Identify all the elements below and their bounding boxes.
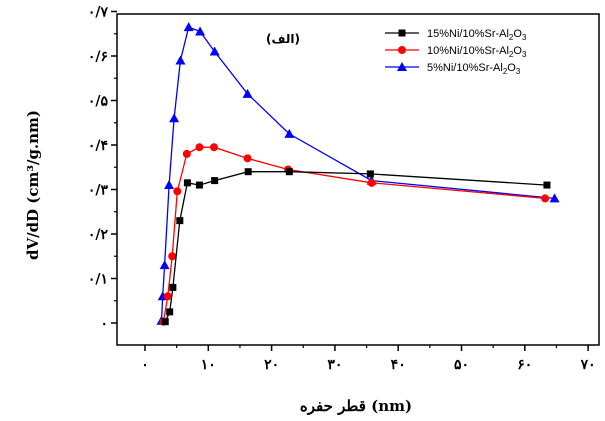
- x-tick-label: ۷۰: [580, 357, 596, 373]
- x-axis: ۰ ۱۰ ۲۰ ۳۰ ۴۰ ۵۰ ۶۰ ۷۰: [141, 345, 596, 373]
- legend-text-part: O: [513, 28, 522, 40]
- x-tick-label: ۶۰: [517, 357, 532, 373]
- data-point: [209, 143, 218, 152]
- data-point: [173, 187, 182, 196]
- series-layer: [156, 22, 560, 326]
- legend-subscript: 3: [522, 33, 527, 42]
- legend-entry: 10%Ni/10%Sr-Al2O3: [385, 45, 527, 59]
- y-tick-label: ۰/۷: [88, 5, 109, 21]
- x-tick-label: ۳۰: [327, 357, 342, 373]
- y-tick-label: ۰/۶: [88, 49, 108, 65]
- legend-marker: [398, 29, 406, 37]
- legend-label: 15%Ni/10%Sr-Al2O3: [427, 28, 527, 42]
- legend-entry: 5%Ni/10%Sr-Al2O3: [385, 62, 521, 76]
- data-point: [159, 260, 170, 270]
- legend-text-part: 5%Ni/10%Sr-Al: [427, 62, 503, 74]
- legend-text-part: 15%Ni/10%Sr-Al: [427, 28, 509, 40]
- legend-text-part: O: [507, 62, 516, 74]
- legend-marker: [398, 46, 406, 54]
- data-point: [176, 217, 184, 225]
- data-point: [549, 193, 560, 203]
- data-point: [166, 308, 174, 316]
- data-point: [195, 181, 203, 189]
- data-point: [209, 46, 220, 56]
- x-axis-title: قطر حفره (nm): [300, 397, 412, 415]
- series-line: [164, 171, 548, 322]
- legend-marker: [397, 62, 407, 71]
- y-tick-label: ۰/۵: [88, 94, 109, 110]
- data-point: [242, 88, 253, 98]
- data-point: [285, 168, 293, 176]
- plot-border: [116, 13, 600, 346]
- data-point: [284, 128, 295, 138]
- legend-label: 5%Ni/10%Sr-Al2O3: [427, 62, 521, 76]
- legend-text-part: 10%Ni/10%Sr-Al: [427, 45, 509, 57]
- chart-annotation: (الف): [266, 32, 300, 46]
- data-point: [367, 178, 376, 187]
- data-point: [183, 22, 194, 32]
- data-point: [169, 283, 177, 291]
- legend-entry: 15%Ni/10%Sr-Al2O3: [385, 28, 527, 42]
- data-point: [543, 181, 551, 189]
- y-tick-label: ۰/۴: [88, 138, 108, 154]
- series-triangle: [156, 22, 560, 325]
- series-square: [161, 168, 551, 326]
- data-point: [183, 179, 191, 187]
- y-tick-label: ۰/۱: [88, 272, 108, 288]
- data-point: [163, 292, 172, 301]
- y-tick-label: ۰/۲: [88, 227, 109, 243]
- data-point: [244, 168, 252, 176]
- legend: 15%Ni/10%Sr-Al2O310%Ni/10%Sr-Al2O35%Ni/1…: [385, 28, 527, 76]
- y-axis-title: dV/dD (cm³/g.nm): [24, 110, 42, 260]
- x-tick-label: ۰: [141, 357, 149, 373]
- data-point: [211, 177, 219, 185]
- y-tick-label: ۰: [100, 316, 108, 332]
- data-point: [195, 26, 206, 36]
- data-point: [175, 55, 186, 65]
- x-tick-label: ۵۰: [454, 357, 469, 373]
- data-point: [243, 154, 252, 163]
- legend-subscript: 3: [522, 50, 527, 59]
- x-tick-label: ۱۰: [201, 357, 216, 373]
- x-tick-label: ۴۰: [391, 357, 406, 373]
- legend-subscript: 2: [509, 50, 514, 59]
- legend-text-part: O: [513, 45, 522, 57]
- data-point: [182, 149, 191, 158]
- x-tick-label: ۲۰: [264, 357, 279, 373]
- plot-frame: [116, 13, 600, 346]
- legend-subscript: 3: [516, 67, 521, 76]
- y-axis: ۰ ۰/۱ ۰/۲ ۰/۳ ۰/۴ ۰/۵ ۰/۶ ۰/۷: [88, 5, 117, 332]
- data-point: [164, 180, 175, 190]
- data-point: [161, 318, 169, 326]
- data-point: [195, 143, 204, 152]
- data-point: [169, 113, 180, 123]
- legend-subscript: 2: [509, 33, 514, 42]
- legend-subscript: 2: [503, 67, 508, 76]
- y-tick-label: ۰/۳: [88, 183, 109, 199]
- legend-label: 10%Ni/10%Sr-Al2O3: [427, 45, 527, 59]
- data-point: [541, 194, 550, 203]
- data-point: [366, 170, 374, 178]
- data-point: [168, 252, 177, 261]
